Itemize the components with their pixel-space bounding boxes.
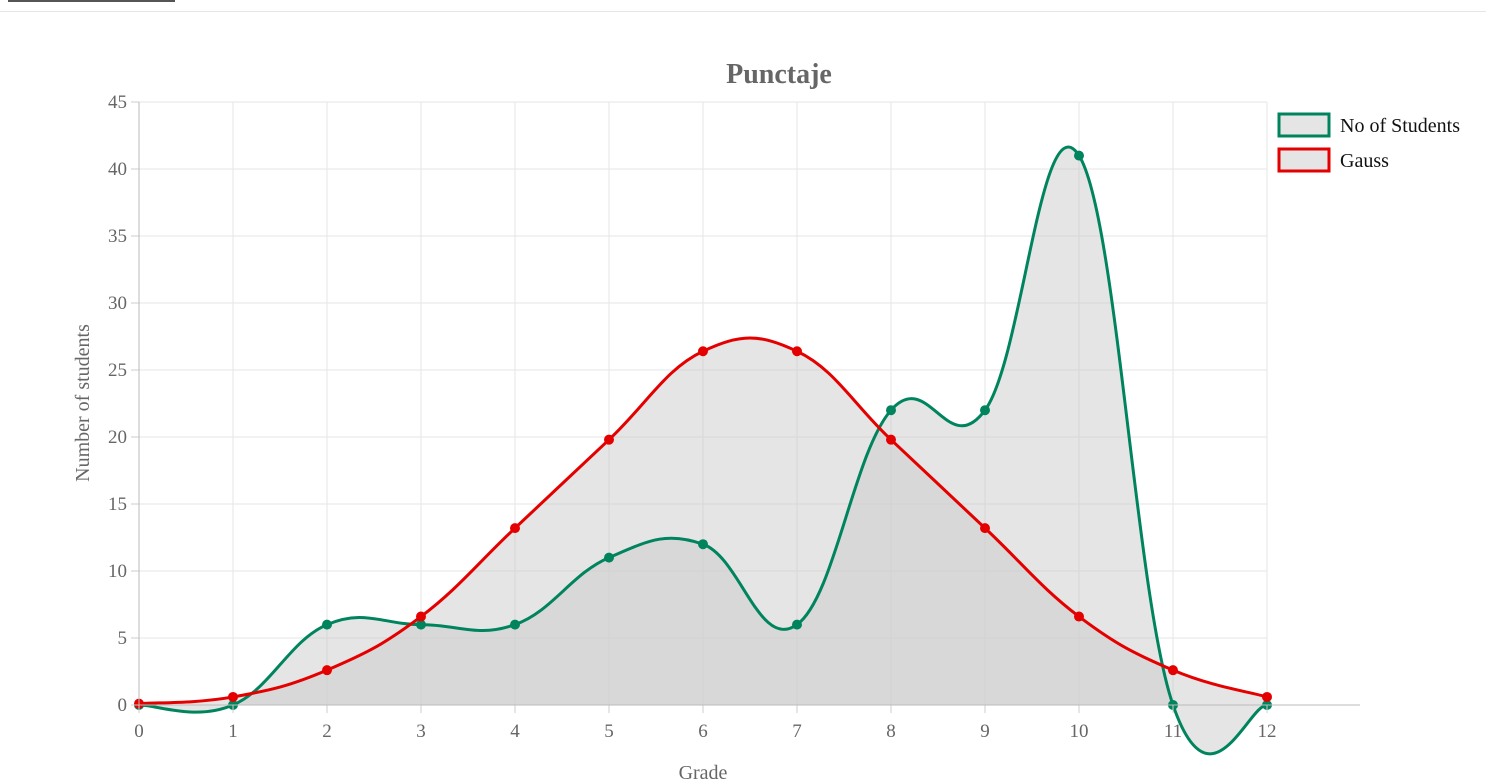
series-line-0 bbox=[138, 145, 1268, 756]
data-point bbox=[1168, 665, 1178, 676]
x-tick-label: 4 bbox=[510, 721, 520, 742]
data-point bbox=[228, 691, 238, 702]
y-axis-title: Number of students bbox=[72, 324, 94, 482]
legend: No of Students Gauss bbox=[1277, 112, 1460, 173]
series-fill-1 bbox=[139, 337, 1267, 705]
data-point bbox=[792, 346, 802, 357]
x-tick-label: 10 bbox=[1070, 721, 1089, 742]
data-point bbox=[792, 619, 802, 630]
top-divider bbox=[0, 11, 1486, 12]
data-point bbox=[886, 434, 896, 445]
x-tick-label: 7 bbox=[792, 721, 802, 742]
y-tick-label: 35 bbox=[108, 226, 127, 247]
x-tick-label: 0 bbox=[134, 721, 144, 742]
x-tick-label: 6 bbox=[698, 721, 708, 742]
y-tick-label: 0 bbox=[118, 695, 128, 716]
x-tick-label: 3 bbox=[416, 721, 426, 742]
top-tab-indicator bbox=[8, 0, 175, 2]
legend-label: No of Students bbox=[1340, 115, 1460, 137]
data-point bbox=[1262, 691, 1272, 702]
series-points bbox=[134, 150, 1272, 710]
data-point bbox=[980, 405, 990, 416]
legend-label: Gauss bbox=[1340, 150, 1389, 172]
y-tick-label: 25 bbox=[108, 360, 127, 381]
data-point bbox=[322, 619, 332, 630]
data-point bbox=[416, 611, 426, 622]
x-tick-label: 8 bbox=[886, 721, 896, 742]
data-point bbox=[604, 434, 614, 445]
y-tick-label: 40 bbox=[108, 159, 127, 180]
x-axis-title: Grade bbox=[679, 762, 728, 781]
x-tick-label: 12 bbox=[1258, 721, 1277, 742]
y-tick-label: 10 bbox=[108, 561, 127, 582]
data-point bbox=[1074, 611, 1084, 622]
data-point bbox=[510, 523, 520, 534]
y-tick-label: 20 bbox=[108, 427, 127, 448]
series-fills bbox=[139, 147, 1267, 754]
data-point bbox=[1074, 150, 1084, 161]
x-tick-label: 1 bbox=[228, 721, 238, 742]
y-tick-label: 15 bbox=[108, 494, 127, 515]
data-point bbox=[604, 552, 614, 563]
x-tick-label: 9 bbox=[980, 721, 990, 742]
data-point bbox=[322, 665, 332, 676]
y-tick-label: 45 bbox=[108, 92, 127, 113]
x-tick-label: 2 bbox=[322, 721, 332, 742]
data-point bbox=[980, 523, 990, 534]
data-point bbox=[510, 619, 520, 630]
y-tick-label: 5 bbox=[118, 628, 128, 649]
data-point bbox=[698, 346, 708, 357]
data-point bbox=[698, 539, 708, 550]
legend-swatch bbox=[1277, 112, 1331, 138]
y-tick-label: 30 bbox=[108, 293, 127, 314]
x-tick-label: 11 bbox=[1164, 721, 1182, 742]
legend-swatch bbox=[1277, 147, 1331, 173]
chart-title: Punctaje bbox=[726, 59, 832, 90]
data-point bbox=[886, 405, 896, 416]
x-tick-label: 5 bbox=[604, 721, 614, 742]
